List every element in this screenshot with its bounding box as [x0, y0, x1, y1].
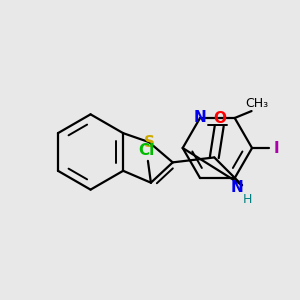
Text: N: N	[194, 110, 206, 125]
Text: S: S	[143, 135, 155, 150]
Text: I: I	[274, 140, 280, 155]
Text: O: O	[213, 111, 226, 126]
Text: N: N	[231, 180, 244, 195]
Text: CH₃: CH₃	[245, 97, 268, 110]
Text: Cl: Cl	[138, 143, 154, 158]
Text: H: H	[242, 193, 252, 206]
